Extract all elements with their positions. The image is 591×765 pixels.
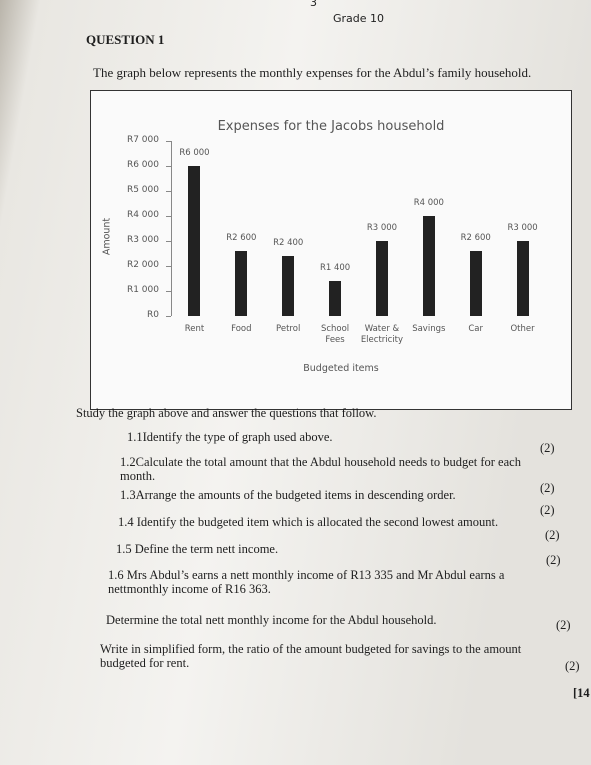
marks: (2) bbox=[540, 503, 555, 517]
y-tick-label: R5 000 bbox=[126, 185, 159, 195]
total: [14 bbox=[573, 686, 590, 700]
value-label: R2 600 bbox=[226, 233, 257, 243]
value-label: R4 000 bbox=[413, 198, 444, 208]
value-label: R2 600 bbox=[460, 233, 491, 243]
question: 1.5 Define the term nett income. bbox=[116, 542, 279, 556]
x-tick-label: Rent bbox=[184, 324, 205, 334]
tick-mark bbox=[166, 266, 171, 267]
question: 1.1Identify the type of graph used above… bbox=[127, 430, 333, 444]
bar bbox=[375, 241, 388, 316]
x-tick-label: School Fees bbox=[320, 324, 350, 345]
tick-mark bbox=[166, 166, 171, 167]
value-label: R3 000 bbox=[507, 223, 538, 233]
tick-mark bbox=[166, 316, 171, 317]
x-tick-label: Food bbox=[231, 324, 252, 334]
marks: (2) bbox=[546, 553, 561, 567]
y-tick-label: R2 000 bbox=[126, 260, 159, 270]
x-tick-label: Water & Electricity bbox=[360, 324, 404, 345]
y-tick-label: R3 000 bbox=[126, 235, 159, 245]
question-heading: QUESTION 1 bbox=[86, 32, 165, 47]
marks: (2) bbox=[540, 481, 555, 495]
bar bbox=[329, 281, 342, 316]
bar bbox=[422, 216, 435, 316]
value-label: R2 400 bbox=[273, 238, 304, 248]
bar bbox=[516, 241, 529, 316]
question: 1.3Arrange the amounts of the budgeted i… bbox=[120, 488, 456, 502]
x-tick-label: Car bbox=[468, 324, 483, 334]
tick-mark bbox=[166, 141, 171, 142]
instruction: Study the graph above and answer the que… bbox=[76, 406, 377, 420]
chart: Expenses for the Jacobs household Amount B… bbox=[90, 90, 572, 410]
y-tick-label: R7 000 bbox=[126, 135, 159, 145]
marks: (2) bbox=[556, 618, 571, 632]
y-tick-label: R1 000 bbox=[126, 285, 159, 295]
x-tick-label: Other bbox=[510, 324, 535, 334]
question: 1.2Calculate the total amount that the A… bbox=[120, 455, 521, 483]
question: Write in simplified form, the ratio of t… bbox=[100, 642, 522, 670]
y-tick-label: R4 000 bbox=[126, 210, 159, 220]
y-axis bbox=[171, 141, 172, 316]
x-axis-title: Budgeted items bbox=[303, 363, 379, 374]
question: Determine the total nett monthly income … bbox=[106, 613, 437, 627]
bar bbox=[469, 251, 482, 316]
y-tick-label: R0 bbox=[147, 310, 159, 320]
x-tick-label: Savings bbox=[412, 324, 446, 334]
intro: The graph below represents the monthly e… bbox=[93, 65, 532, 80]
question: 1.6 Mrs Abdul’s earns a nett monthly inc… bbox=[108, 568, 505, 596]
bar bbox=[282, 256, 295, 316]
page-number: 3 bbox=[310, 0, 317, 9]
tick-mark bbox=[166, 291, 171, 292]
marks: (2) bbox=[565, 659, 580, 673]
question: 1.4 Identify the budgeted item which is … bbox=[118, 515, 499, 529]
tick-mark bbox=[166, 241, 171, 242]
grade: Grade 10 bbox=[333, 12, 385, 25]
tick-mark bbox=[166, 191, 171, 192]
x-tick-label: Petrol bbox=[276, 324, 301, 334]
value-label: R6 000 bbox=[179, 148, 210, 158]
tick-mark bbox=[166, 216, 171, 217]
bar bbox=[188, 166, 201, 316]
value-label: R3 000 bbox=[366, 223, 398, 233]
bar bbox=[235, 251, 248, 316]
marks: (2) bbox=[545, 528, 560, 542]
y-tick-label: R6 000 bbox=[126, 160, 159, 170]
chart-title: Expenses for the Jacobs household bbox=[217, 119, 445, 134]
marks: (2) bbox=[540, 441, 555, 455]
value-label: R1 400 bbox=[319, 263, 351, 273]
